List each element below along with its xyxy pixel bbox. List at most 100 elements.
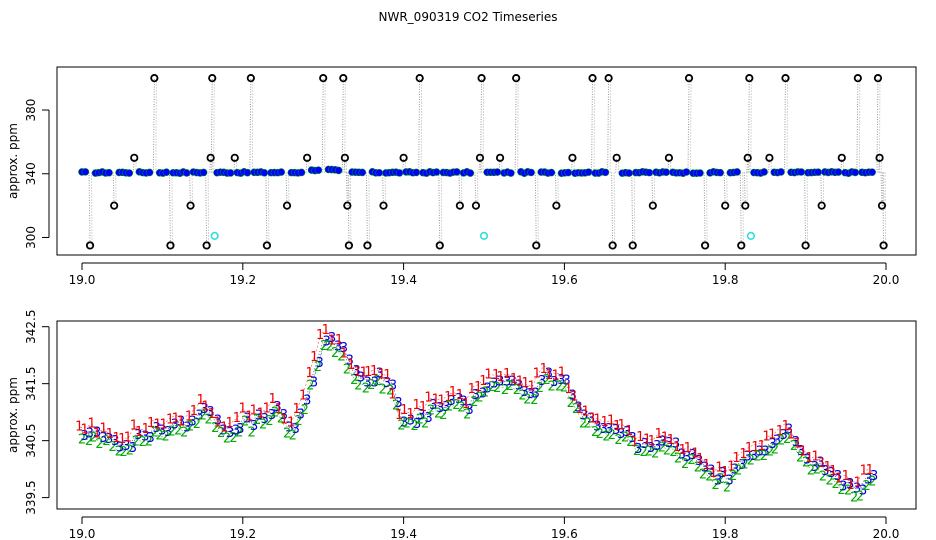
outlier-point xyxy=(477,74,486,83)
series-marker-1: 1 xyxy=(185,409,193,424)
outlier-connector xyxy=(858,78,861,173)
outlier-connector xyxy=(514,78,517,173)
outlier-connector xyxy=(440,172,443,246)
series-marker-1: 1 xyxy=(112,431,120,446)
series-marker-2: 2 xyxy=(326,340,334,355)
series-marker-3: 3 xyxy=(122,439,130,454)
outlier-connector xyxy=(856,78,859,173)
series-marker-2: 2 xyxy=(259,418,267,433)
outlier-connector xyxy=(155,78,157,173)
series-marker-2: 2 xyxy=(289,428,297,443)
series-marker-2: 2 xyxy=(145,434,153,449)
series-marker-1: 1 xyxy=(406,407,414,422)
series-marker-2: 2 xyxy=(386,384,394,399)
series-marker-2: 2 xyxy=(717,472,725,487)
series-marker-2: 2 xyxy=(126,443,134,458)
series-marker-1: 1 xyxy=(268,392,276,407)
series-marker-1: 1 xyxy=(866,463,874,478)
series-marker-1: 1 xyxy=(829,464,837,479)
series-marker-3: 3 xyxy=(146,431,154,446)
outlier-point xyxy=(230,153,239,162)
series-marker-2: 2 xyxy=(199,408,207,423)
baseline-point xyxy=(261,169,268,177)
series-marker-1: 1 xyxy=(245,410,253,425)
x-tick-label: 20.0 xyxy=(873,273,900,287)
series-marker-3: 3 xyxy=(413,417,421,432)
outlier-point xyxy=(604,74,613,83)
baseline-point xyxy=(548,169,555,176)
series-marker-2: 2 xyxy=(699,467,707,482)
series-marker-3: 3 xyxy=(580,408,588,423)
series-marker-3: 3 xyxy=(236,422,244,437)
series-marker-1: 1 xyxy=(811,449,819,464)
outlier-connector xyxy=(883,172,885,206)
series-marker-1: 1 xyxy=(202,400,210,415)
series-marker-3: 3 xyxy=(93,425,101,440)
series-marker-1: 1 xyxy=(613,419,621,434)
series-marker-2: 2 xyxy=(115,445,123,460)
series-marker-2: 2 xyxy=(132,435,140,450)
baseline-point xyxy=(453,168,461,176)
series-marker-3: 3 xyxy=(725,474,733,489)
series-marker-1: 1 xyxy=(462,397,470,412)
outlier-connector xyxy=(324,78,326,173)
series-marker-2: 2 xyxy=(802,455,810,470)
series-marker-3: 3 xyxy=(141,429,149,444)
series-marker-1: 1 xyxy=(353,365,361,380)
outlier-connector xyxy=(631,172,634,246)
series-marker-3: 3 xyxy=(371,375,379,390)
outlier-point xyxy=(303,153,312,162)
series-marker-2: 2 xyxy=(247,426,255,441)
baseline-point-outline xyxy=(125,169,134,177)
series-marker-3: 3 xyxy=(200,402,208,417)
series-marker-2: 2 xyxy=(217,426,225,441)
series-marker-1: 1 xyxy=(280,413,288,428)
outlier-point xyxy=(612,153,621,162)
series-marker-3: 3 xyxy=(214,413,222,428)
series-marker-2: 2 xyxy=(523,392,531,407)
series-marker-2: 2 xyxy=(572,402,580,417)
series-marker-2: 2 xyxy=(235,425,243,440)
series-marker-1: 1 xyxy=(643,433,651,448)
series-marker-2: 2 xyxy=(614,433,622,448)
outlier-point xyxy=(282,201,292,210)
series-marker-3: 3 xyxy=(714,474,722,489)
series-marker-1: 1 xyxy=(257,407,265,422)
series-marker-3: 3 xyxy=(612,423,620,438)
series-marker-1: 1 xyxy=(190,404,198,419)
series-marker-2: 2 xyxy=(416,412,424,427)
series-marker-3: 3 xyxy=(574,400,582,415)
top-y-axis-label: approx. ppm xyxy=(6,123,20,199)
series-marker-2: 2 xyxy=(825,474,833,489)
series-marker-1: 1 xyxy=(166,413,174,428)
series-marker-3: 3 xyxy=(80,429,88,444)
series-marker-1: 1 xyxy=(860,463,868,478)
series-marker-3: 3 xyxy=(550,375,558,390)
series-marker-2: 2 xyxy=(608,428,616,443)
series-marker-2: 2 xyxy=(506,379,514,394)
series-marker-1: 1 xyxy=(732,451,740,466)
series-marker-2: 2 xyxy=(475,390,483,405)
series-marker-1: 1 xyxy=(617,418,625,433)
baseline-point xyxy=(315,166,322,174)
outlier-connector xyxy=(882,172,885,246)
series-marker-2: 2 xyxy=(651,447,659,462)
series-marker-1: 1 xyxy=(667,433,675,448)
outlier-connector xyxy=(368,172,370,246)
outlier-point xyxy=(399,153,408,162)
outlier-connector xyxy=(420,78,423,173)
series-marker-1: 1 xyxy=(768,428,776,443)
series-marker-3: 3 xyxy=(328,331,336,346)
series-marker-3: 3 xyxy=(496,375,504,390)
series-marker-3: 3 xyxy=(334,339,342,354)
series-marker-3: 3 xyxy=(105,432,113,447)
outlier-connector xyxy=(554,172,557,206)
outlier-point xyxy=(721,201,730,210)
outlier-point xyxy=(339,74,348,83)
series-line-1 xyxy=(79,330,870,483)
series-marker-3: 3 xyxy=(695,454,703,469)
series-marker-1: 1 xyxy=(87,417,95,432)
series-line-2 xyxy=(81,343,872,496)
series-marker-1: 1 xyxy=(340,347,348,362)
outlier-point xyxy=(343,201,352,210)
